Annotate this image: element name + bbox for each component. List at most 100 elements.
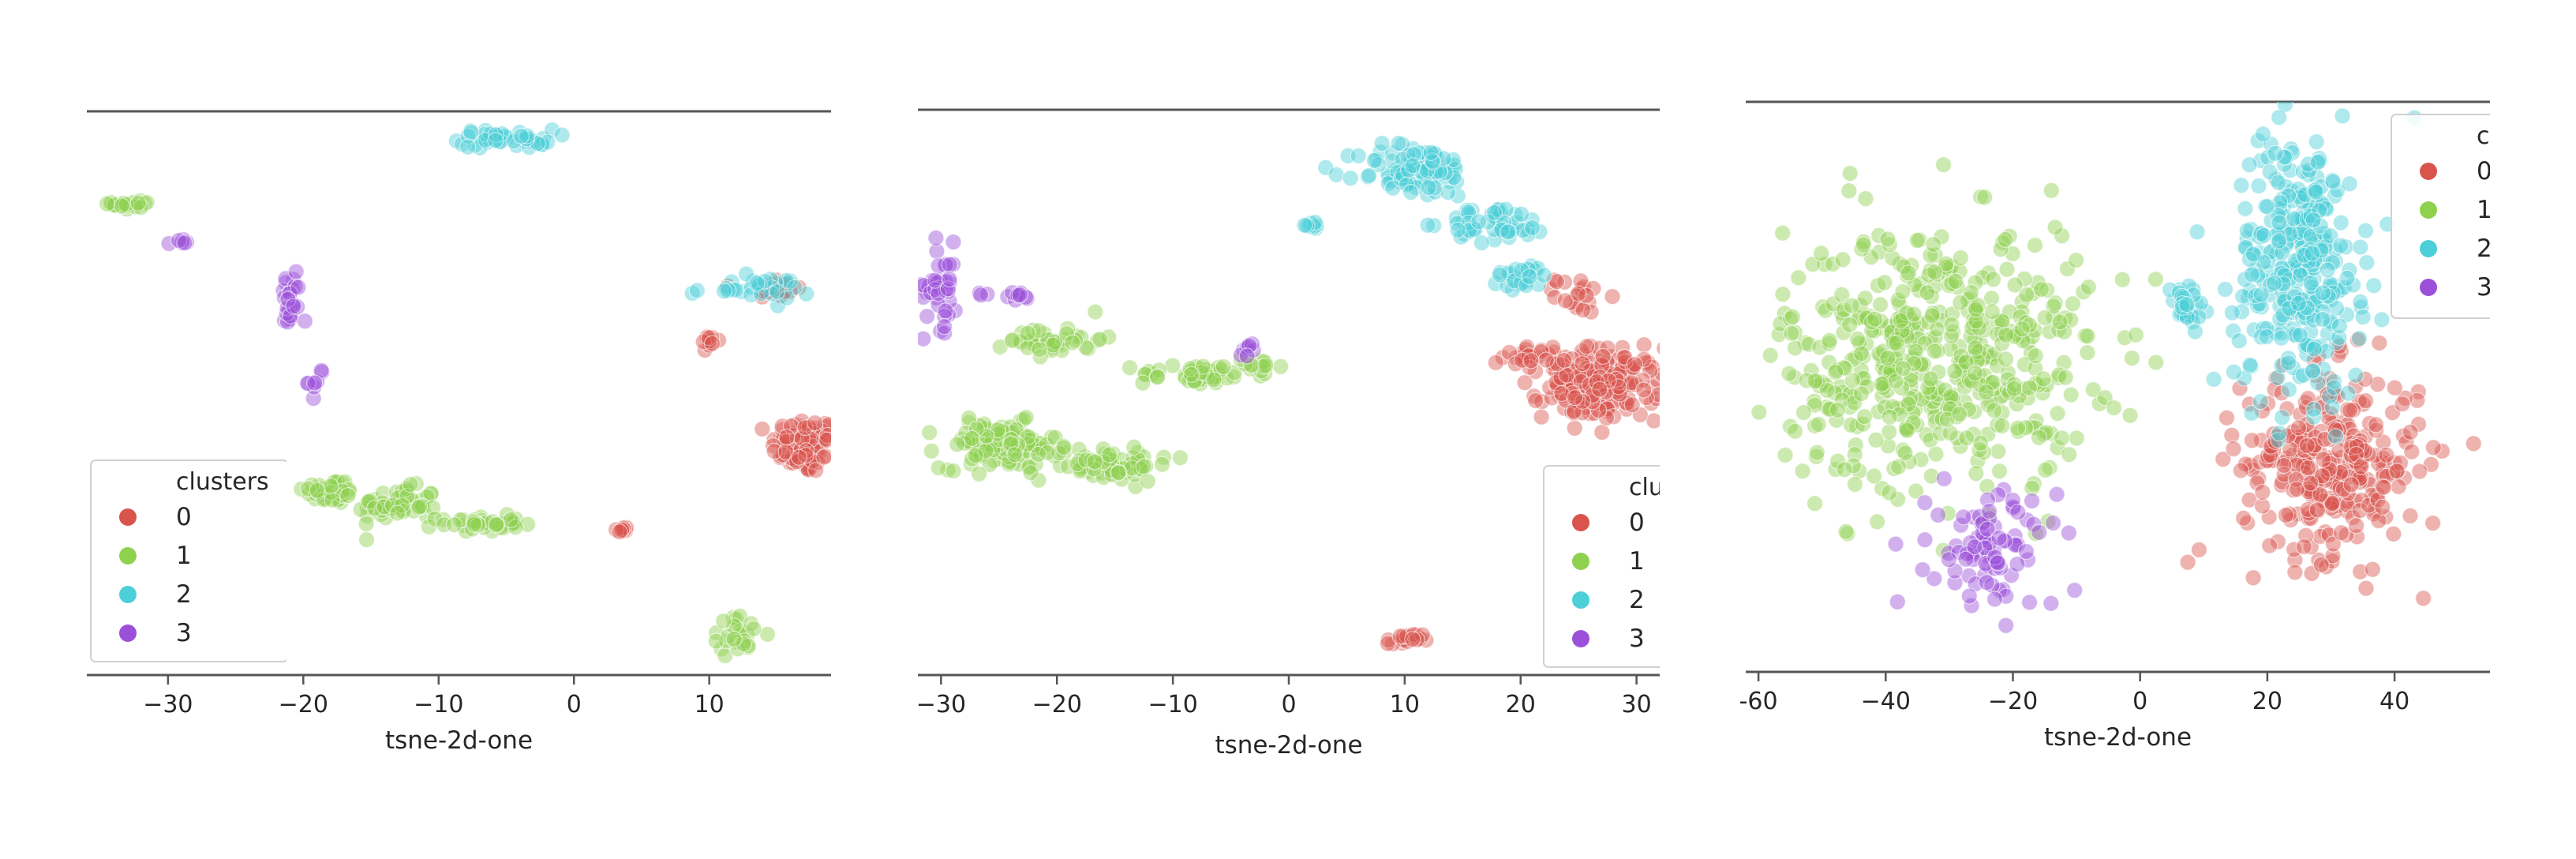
data-point-cluster-1 — [1856, 290, 1874, 307]
data-point-cluster-1 — [309, 482, 326, 499]
data-point-cluster-0 — [1646, 412, 1660, 430]
data-point-cluster-1 — [1881, 484, 1898, 501]
points-layer — [1750, 69, 2482, 634]
data-point-cluster-3 — [1011, 287, 1028, 304]
data-point-cluster-2 — [2341, 175, 2358, 193]
data-point-cluster-1 — [1941, 400, 1959, 418]
data-point-cluster-1 — [1777, 446, 1794, 464]
data-point-cluster-2 — [2313, 69, 2329, 84]
data-point-cluster-1 — [1786, 339, 1804, 357]
data-point-cluster-0 — [2295, 538, 2312, 556]
data-point-cluster-2 — [1491, 266, 1508, 283]
data-point-cluster-1 — [1912, 356, 1930, 373]
data-point-cluster-0 — [2386, 379, 2403, 396]
data-point-cluster-1 — [466, 516, 483, 533]
data-point-cluster-1 — [970, 465, 988, 482]
data-point-cluster-0 — [1599, 339, 1616, 357]
data-point-cluster-1 — [1971, 384, 1989, 402]
legend-label-1: 1 — [176, 542, 192, 570]
data-point-cluster-0 — [773, 418, 791, 435]
x-tick-label: 10 — [695, 691, 724, 718]
data-point-cluster-2 — [1513, 205, 1530, 223]
data-point-cluster-1 — [1942, 388, 1960, 405]
data-point-cluster-1 — [1908, 231, 1926, 249]
data-point-cluster-3 — [1930, 506, 1947, 523]
data-point-cluster-3 — [930, 285, 947, 302]
data-point-cluster-1 — [930, 459, 947, 477]
data-point-cluster-1 — [1121, 359, 1139, 377]
data-point-cluster-1 — [1153, 456, 1171, 473]
data-point-cluster-0 — [777, 443, 795, 461]
data-point-cluster-0 — [611, 523, 628, 541]
data-point-cluster-1 — [1003, 332, 1021, 349]
data-point-cluster-1 — [1046, 333, 1064, 351]
data-point-cluster-2 — [1360, 167, 1378, 184]
data-point-cluster-2 — [1515, 222, 1532, 239]
data-point-cluster-2 — [2233, 177, 2250, 194]
data-point-cluster-3 — [2025, 516, 2042, 533]
x-tick-label: 20 — [2252, 688, 2282, 715]
data-point-cluster-0 — [1594, 347, 1612, 365]
data-point-cluster-1 — [1925, 235, 1942, 253]
data-point-cluster-0 — [2402, 507, 2419, 525]
data-point-cluster-1 — [1869, 513, 1886, 531]
legend-label-2: 2 — [176, 580, 192, 609]
data-point-cluster-2 — [2241, 356, 2259, 373]
data-point-cluster-1 — [1892, 312, 1910, 329]
data-point-cluster-1 — [2114, 271, 2131, 288]
data-point-cluster-0 — [2261, 537, 2278, 554]
data-point-cluster-0 — [2299, 390, 2317, 407]
legend-frame — [1543, 465, 1660, 668]
data-point-cluster-3 — [945, 233, 962, 251]
data-point-cluster-2 — [2307, 183, 2325, 201]
data-point-cluster-1 — [1824, 255, 1841, 272]
data-point-cluster-3 — [1990, 529, 2008, 547]
data-point-cluster-0 — [2403, 443, 2421, 460]
data-point-cluster-1 — [1171, 449, 1189, 467]
data-point-cluster-3 — [1979, 520, 1996, 538]
data-point-cluster-1 — [2079, 328, 2096, 345]
data-point-cluster-3 — [1914, 561, 1931, 579]
data-point-cluster-2 — [2354, 308, 2372, 326]
data-point-cluster-2 — [2174, 295, 2191, 313]
scatter-panel-2: −30 −20 −10 0 10 20 30 tsne-2d-one clu 0 1 2 3 — [916, 108, 1660, 760]
data-point-cluster-0 — [1635, 381, 1653, 399]
data-point-cluster-1 — [1975, 444, 1993, 461]
data-point-cluster-0 — [2368, 422, 2385, 439]
data-point-cluster-1 — [1058, 325, 1076, 343]
data-point-cluster-2 — [2357, 222, 2375, 239]
data-point-cluster-3 — [1916, 493, 1934, 512]
data-point-cluster-1 — [1979, 396, 1997, 414]
data-point-cluster-2 — [2314, 310, 2331, 328]
data-point-cluster-1 — [1967, 274, 1984, 291]
data-point-cluster-1 — [2053, 430, 2070, 447]
data-point-cluster-0 — [1656, 341, 1660, 356]
data-point-cluster-0 — [1391, 628, 1409, 645]
data-point-cluster-1 — [1900, 453, 1918, 471]
x-axis-title: tsne-2d-one — [385, 726, 533, 755]
data-point-cluster-0 — [806, 414, 824, 432]
data-point-cluster-3 — [2048, 486, 2065, 503]
x-tick-label: 10 — [1390, 691, 1420, 718]
data-point-cluster-0 — [788, 453, 806, 471]
data-point-cluster-1 — [1019, 324, 1036, 342]
data-point-cluster-0 — [2275, 456, 2293, 475]
data-point-cluster-1 — [2061, 446, 2078, 463]
data-point-cluster-1 — [2035, 370, 2052, 388]
data-point-cluster-1 — [1968, 301, 1985, 318]
data-point-cluster-3 — [927, 229, 945, 246]
data-point-cluster-0 — [1635, 336, 1653, 354]
data-point-cluster-2 — [2305, 400, 2323, 418]
data-point-cluster-2 — [2230, 332, 2248, 350]
data-point-cluster-0 — [1591, 381, 1608, 398]
data-point-cluster-2 — [1445, 169, 1462, 186]
data-point-cluster-3 — [2060, 524, 2077, 542]
data-point-cluster-2 — [1372, 143, 1389, 160]
data-point-cluster-1 — [1087, 303, 1104, 321]
data-point-cluster-2 — [1359, 168, 1376, 186]
data-point-cluster-2 — [2243, 404, 2260, 422]
data-point-cluster-2 — [2205, 370, 2222, 388]
data-point-cluster-1 — [1069, 455, 1086, 473]
legend-frame — [90, 460, 286, 662]
data-point-cluster-1 — [98, 195, 116, 212]
